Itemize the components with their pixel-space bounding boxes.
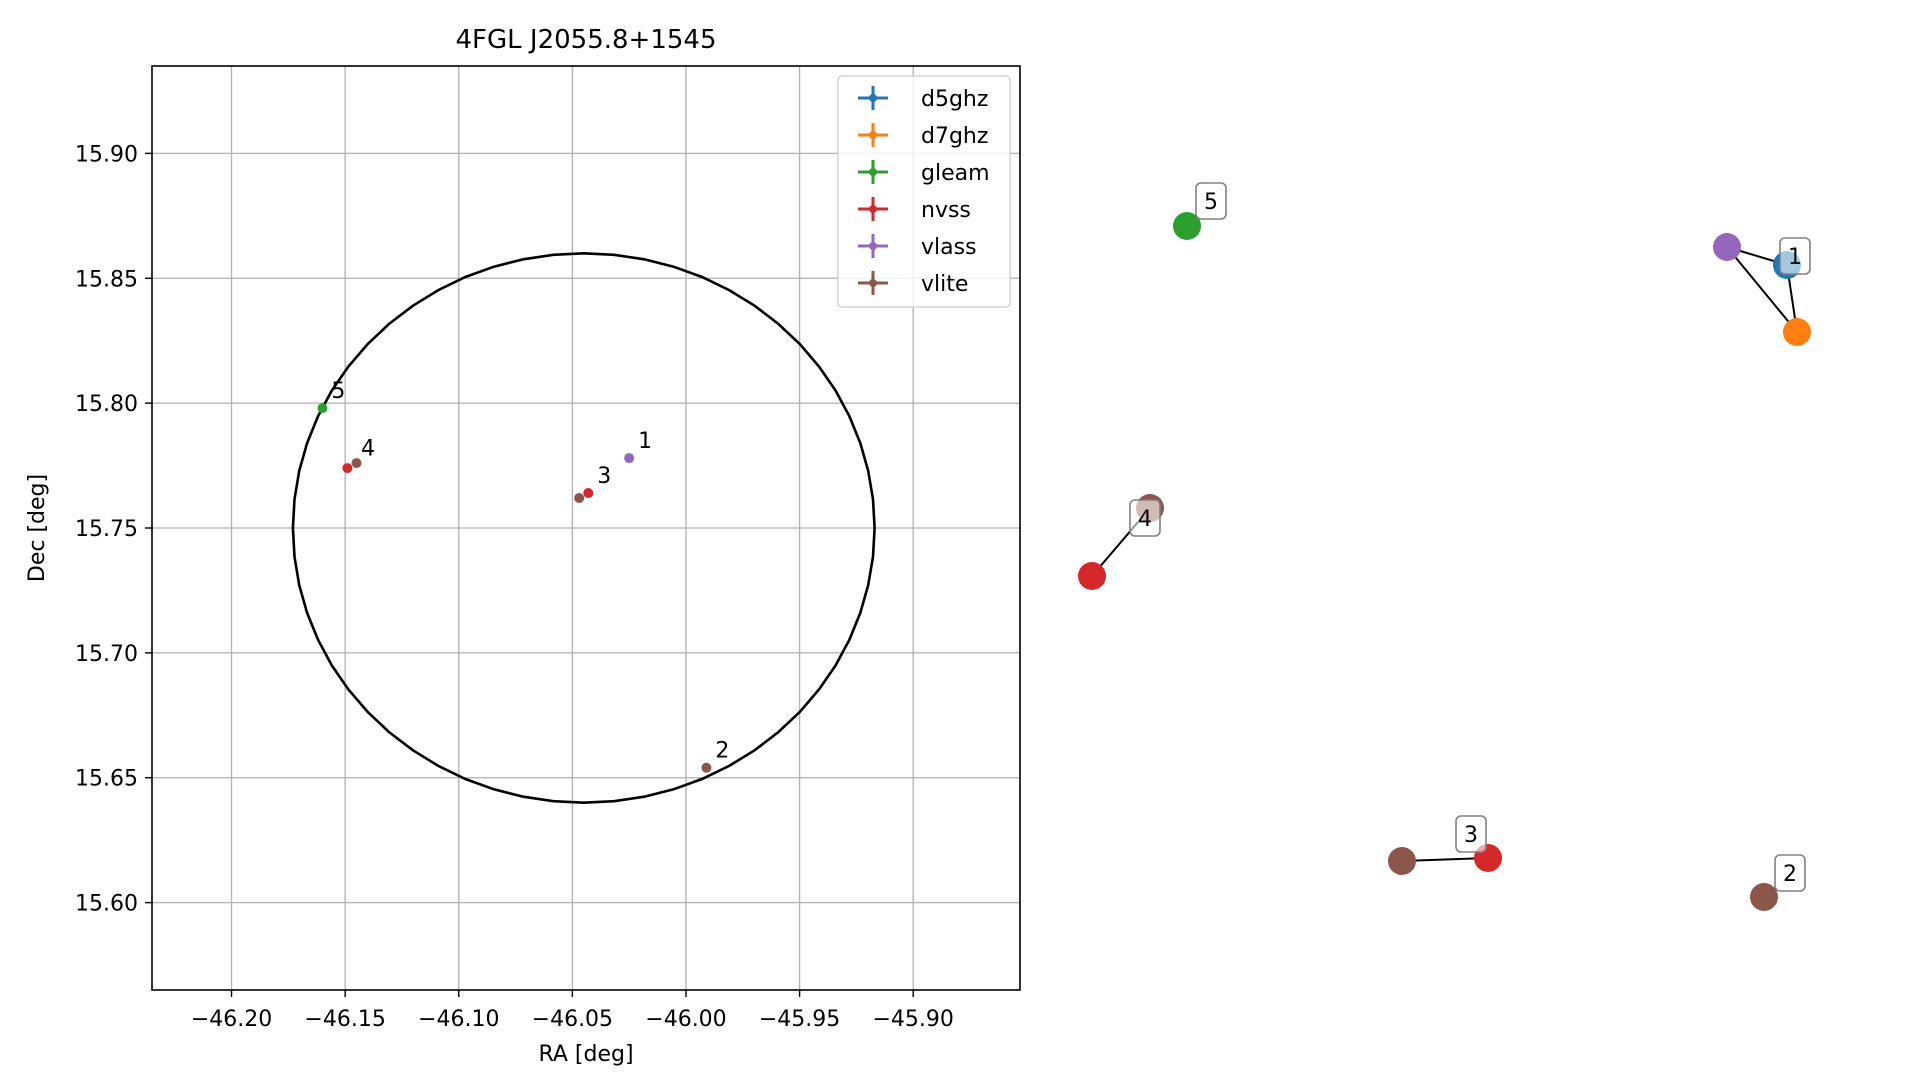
- point-vlite: [351, 458, 362, 469]
- y-axis-label: Dec [deg]: [25, 474, 50, 582]
- legend-marker: [869, 279, 877, 287]
- legend-item-d7ghz: d7ghz: [858, 123, 988, 149]
- legend-label: d5ghz: [921, 87, 988, 112]
- legend-marker: [869, 168, 877, 176]
- legend-marker: [869, 94, 877, 102]
- legend-label: d7ghz: [921, 124, 988, 149]
- y-tick-label: 15.85: [75, 267, 138, 292]
- match-group-1: 1: [1713, 233, 1811, 346]
- point-label: 2: [715, 739, 729, 764]
- group-badge: [1129, 499, 1161, 537]
- group-badge: [1455, 815, 1487, 853]
- point-vlite: [701, 762, 712, 773]
- y-tick-label: 15.65: [75, 767, 138, 792]
- point-vlass: [624, 453, 635, 464]
- axes-frame: [151, 65, 1021, 991]
- x-tick-label: −46.05: [532, 1007, 613, 1032]
- x-tick-label: −45.95: [759, 1007, 840, 1032]
- group-label: 5: [1204, 190, 1218, 215]
- y-tick-label: 15.60: [75, 892, 138, 917]
- error-ellipse: [291, 251, 876, 805]
- group-badge: [1779, 237, 1811, 275]
- point-vlite: [574, 493, 585, 504]
- legend-item-d5ghz: d5ghz: [858, 86, 988, 112]
- legend-item-vlite: vlite: [858, 271, 968, 297]
- y-ticks: 15.60 15.65 15.70 15.75 15.80 15.85 15.90: [75, 142, 152, 917]
- legend-item-nvss: nvss: [858, 197, 971, 223]
- node-vlite: [1388, 847, 1416, 875]
- legend: d5ghz d7ghz gleam nvss vlass vlite: [837, 75, 1011, 308]
- point-nvss: [583, 488, 594, 499]
- match-group-2: 2: [1750, 854, 1806, 911]
- node-d7ghz: [1783, 318, 1811, 346]
- group-badge: [1195, 182, 1227, 220]
- crossmatch-network: 1 2 3 4 5: [1078, 182, 1811, 911]
- legend-marker: [869, 242, 877, 250]
- point-label: 3: [597, 464, 611, 489]
- data-points: [317, 403, 712, 773]
- legend-item-gleam: gleam: [858, 160, 990, 186]
- chart-title: 4FGL J2055.8+1545: [456, 25, 717, 55]
- point-annotations: 1 2 3 4 5: [331, 379, 729, 764]
- group-label: 1: [1788, 245, 1802, 270]
- x-tick-label: −46.00: [645, 1007, 726, 1032]
- scatter-plot: 4FGL J2055.8+1545 −46.20 −46.15 −46.10 −46.…: [25, 25, 1021, 1067]
- match-group-3: 3: [1388, 815, 1502, 875]
- point-nvss: [342, 463, 353, 474]
- node-nvss: [1078, 562, 1106, 590]
- point-label: 4: [361, 437, 375, 462]
- group-label: 3: [1464, 823, 1478, 848]
- x-tick-label: −45.90: [872, 1007, 953, 1032]
- localization-circle: [291, 251, 876, 805]
- x-tick-label: −46.15: [304, 1007, 385, 1032]
- match-group-5: 5: [1173, 182, 1227, 240]
- group-badge: [1774, 854, 1806, 892]
- node-vlite: [1750, 883, 1778, 911]
- y-tick-label: 15.80: [75, 392, 138, 417]
- group-label: 4: [1138, 507, 1152, 532]
- match-link: [1401, 857, 1489, 862]
- node-vlass: [1713, 233, 1741, 261]
- legend-label: vlite: [921, 272, 968, 297]
- x-axis-label: RA [deg]: [538, 1042, 633, 1067]
- x-ticks: −46.20 −46.15 −46.10 −46.05 −46.00 −45.95 −45.…: [191, 990, 954, 1032]
- x-tick-label: −46.10: [418, 1007, 499, 1032]
- legend-marker: [869, 205, 877, 213]
- y-tick-label: 15.70: [75, 642, 138, 667]
- point-gleam: [317, 403, 328, 414]
- y-tick-label: 15.75: [75, 517, 138, 542]
- legend-label: gleam: [921, 161, 990, 186]
- y-tick-label: 15.90: [75, 142, 138, 167]
- legend-label: nvss: [921, 198, 971, 223]
- point-label: 5: [331, 379, 345, 404]
- legend-item-vlass: vlass: [858, 234, 977, 260]
- match-group-4: 4: [1078, 494, 1164, 590]
- legend-marker: [869, 131, 877, 139]
- point-label: 1: [638, 429, 652, 454]
- node-gleam: [1173, 212, 1201, 240]
- legend-label: vlass: [921, 235, 977, 260]
- x-tick-label: −46.20: [191, 1007, 272, 1032]
- match-link: [1726, 246, 1798, 333]
- group-label: 2: [1783, 862, 1797, 887]
